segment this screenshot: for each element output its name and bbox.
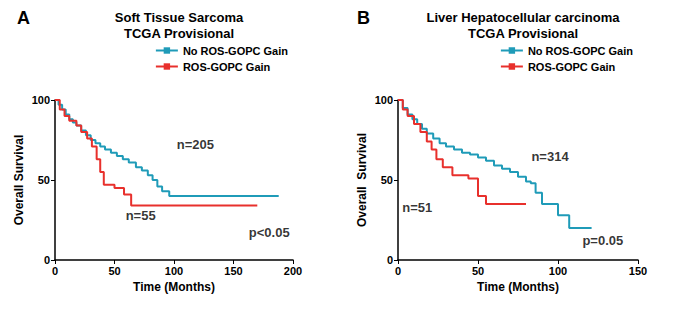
svg-text:n=205: n=205 <box>177 137 214 152</box>
svg-text:0: 0 <box>395 265 401 277</box>
svg-text:0: 0 <box>44 254 50 266</box>
svg-text:TCGA Provisional: TCGA Provisional <box>468 26 578 41</box>
svg-text:ROS-GOPC Gain: ROS-GOPC Gain <box>183 61 271 73</box>
svg-text:Liver Hepatocellular carcinoma: Liver Hepatocellular carcinoma <box>427 10 621 25</box>
svg-text:No ROS-GOPC Gain: No ROS-GOPC Gain <box>183 45 288 57</box>
svg-text:n=55: n=55 <box>126 208 156 223</box>
svg-text:100: 100 <box>165 265 183 277</box>
svg-text:Overall Survival: Overall Survival <box>12 135 26 226</box>
svg-text:Overall Survival: Overall Survival <box>355 133 369 227</box>
svg-text:150: 150 <box>224 265 242 277</box>
svg-text:100: 100 <box>549 265 567 277</box>
svg-text:p<0.05: p<0.05 <box>249 225 290 240</box>
svg-text:100: 100 <box>32 94 50 106</box>
svg-text:50: 50 <box>38 174 50 186</box>
svg-text:n=314: n=314 <box>531 149 569 164</box>
svg-text:p=0.05: p=0.05 <box>582 233 623 248</box>
svg-text:TCGA Provisional: TCGA Provisional <box>124 26 234 41</box>
svg-text:A: A <box>17 8 30 28</box>
svg-text:200: 200 <box>284 265 302 277</box>
svg-text:n=51: n=51 <box>402 200 432 215</box>
svg-text:No ROS-GOPC Gain: No ROS-GOPC Gain <box>528 45 633 57</box>
svg-text:Time (Months): Time (Months) <box>133 280 215 294</box>
svg-text:50: 50 <box>381 174 393 186</box>
svg-text:B: B <box>357 8 370 28</box>
svg-text:Soft Tissue Sarcoma: Soft Tissue Sarcoma <box>115 10 244 25</box>
svg-text:Time (Months): Time (Months) <box>477 280 559 294</box>
svg-text:0: 0 <box>387 254 393 266</box>
svg-text:0: 0 <box>52 265 58 277</box>
svg-text:150: 150 <box>629 265 647 277</box>
svg-text:50: 50 <box>108 265 120 277</box>
svg-text:100: 100 <box>375 94 393 106</box>
svg-text:50: 50 <box>472 265 484 277</box>
svg-text:ROS-GOPC Gain: ROS-GOPC Gain <box>528 61 616 73</box>
